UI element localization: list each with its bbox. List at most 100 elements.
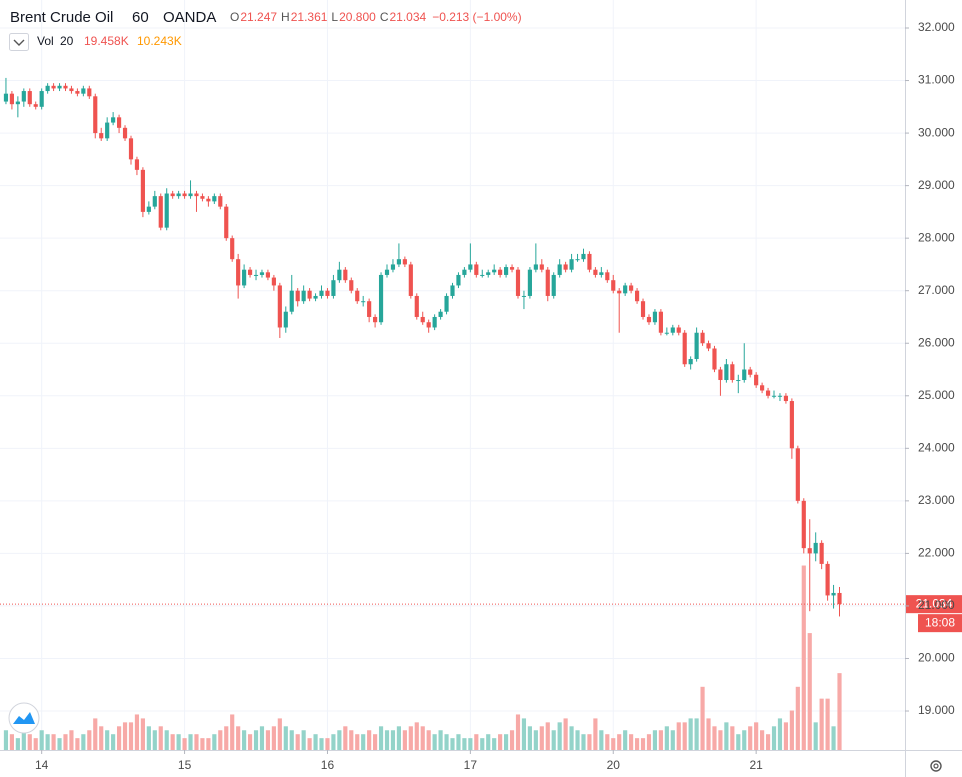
candle-body [432,316,437,328]
volume-bar [789,710,794,750]
volume-bar [212,734,217,750]
volume-bar [408,726,413,750]
volume-bar [39,730,44,750]
candle-body [712,348,717,370]
volume-bar [492,738,497,750]
candle-body [813,542,818,554]
candle-body [420,316,425,323]
candle-body [492,269,497,273]
volume-bar [504,734,509,750]
candle-body [718,369,723,381]
y-tick-label: 28.000 [918,230,955,244]
candle-body [146,206,151,212]
candle-body [438,311,443,317]
candle-body [670,327,675,333]
countdown-label: 18:08 [925,615,955,629]
volume-bar [724,722,729,750]
candle-body [265,272,271,278]
volume-value: 19.458K [84,34,129,48]
volume-bar [819,698,824,750]
candle-body [81,88,86,94]
candle-body [557,264,562,275]
candle-body [801,500,806,549]
candle-body [212,196,217,202]
volume-bar [319,738,324,750]
candle-body [569,259,574,270]
volume-bar [378,726,384,750]
y-tick-label: 20.000 [918,651,955,665]
candle-body [176,193,181,197]
volume-bar [355,734,360,750]
candle-body [575,259,580,261]
y-tick-label: 30.000 [918,125,955,139]
volume-bar [765,734,771,750]
volume-bar [450,738,455,750]
candle-body [777,395,783,397]
settings-button[interactable] [930,760,942,772]
volume-bar [795,686,800,750]
candle-body [754,374,759,386]
candle-body [486,272,491,275]
last-price-label: 21.034 [916,596,953,610]
volume-pane [3,565,842,750]
volume-bar [742,730,747,750]
volume-bar [545,722,550,750]
volume-bar [283,726,288,750]
candle-body [164,193,169,228]
candle-body [587,253,592,270]
candle-body [325,290,330,296]
candle-body [456,274,461,286]
volume-bar [33,738,38,750]
volume-bar [634,738,640,750]
candle-body [140,169,145,212]
candle-body [599,272,604,275]
volume-bar [182,738,187,750]
candle-body [581,253,586,260]
candle-body [736,380,741,382]
y-tick-label: 32.000 [918,20,955,34]
volume-bar [93,718,98,750]
x-tick-label: 21 [749,758,763,772]
candle-body [75,91,80,94]
volume-bar [736,734,741,750]
candle-body [194,193,199,197]
candle-body [158,196,163,228]
candle-body [3,93,9,102]
candle-body [170,193,175,197]
volume-bar [438,730,443,750]
volume-bar [253,730,259,750]
candle-body [396,259,401,265]
volume-ma: 10.243K [137,34,182,48]
volume-bar [426,730,431,750]
volume-bar [515,714,521,750]
volume-bar [200,738,205,750]
volume-bar [712,726,717,750]
candle-body [545,269,550,296]
volume-bar [670,730,675,750]
candle-body [819,542,824,564]
volume-bar [164,730,169,750]
volume-bar [754,722,759,750]
candle-body [771,395,777,397]
y-tick-label: 19.000 [918,703,955,717]
candle-body [200,196,205,199]
candle-body [623,285,628,294]
volume-bar [837,673,842,750]
countdown-box [918,614,962,633]
volume-bar [265,730,271,750]
candle-body [331,280,336,296]
candle-body [402,259,407,265]
candle-body [676,327,681,333]
logo-button[interactable] [8,702,40,734]
collapse-button[interactable] [9,33,29,51]
volume-bar [652,730,658,750]
volume-bar [75,738,80,750]
candle-body [765,390,771,396]
candle-body [658,311,663,333]
volume-bar [122,722,128,750]
symbol-title: Brent Crude Oil [10,9,113,26]
candle-body [640,301,646,317]
candle-body [426,322,431,328]
volume-bar [521,718,527,750]
candle-body [218,196,223,207]
